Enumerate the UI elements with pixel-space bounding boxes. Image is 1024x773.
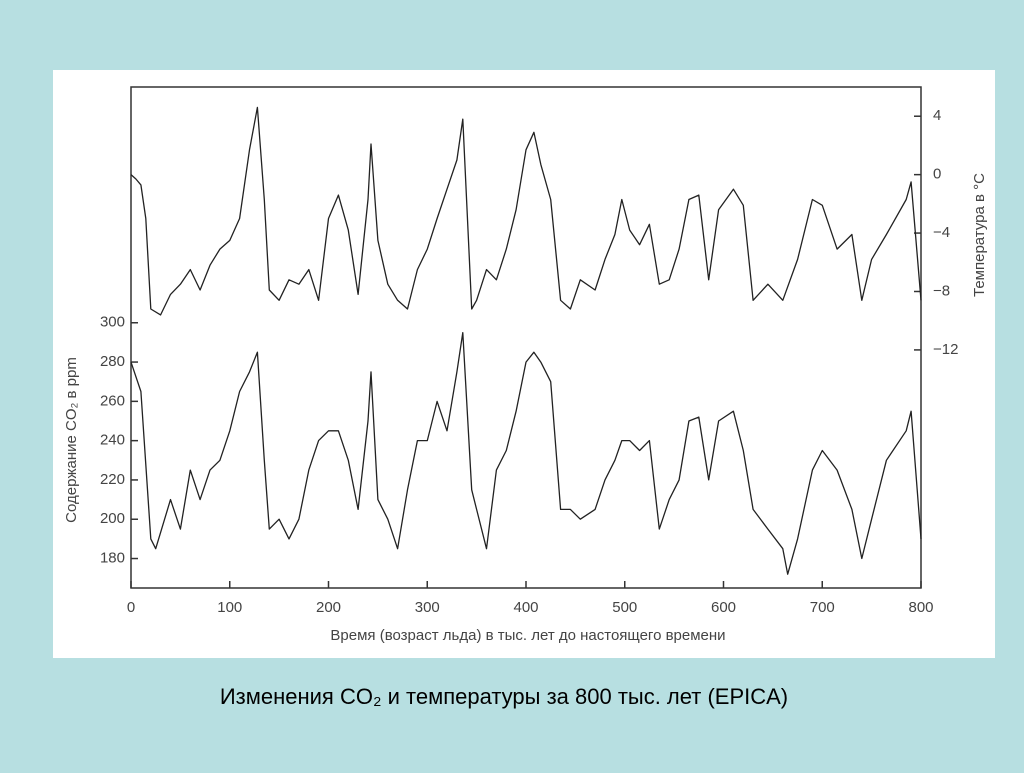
x-tick-label: 800 bbox=[908, 599, 933, 616]
x-tick-label: 500 bbox=[612, 599, 637, 616]
panel bbox=[53, 70, 995, 658]
y-tick-label: 300 bbox=[100, 314, 125, 331]
data-line bbox=[130, 106, 922, 316]
x-tick-label: 700 bbox=[810, 599, 835, 616]
y2-tick-label: −4 bbox=[933, 224, 950, 241]
data-line bbox=[130, 331, 922, 575]
y-tick-label: 280 bbox=[100, 353, 125, 370]
x-tick-label: 300 bbox=[415, 599, 440, 616]
y2-axis-label: Температура в °C bbox=[971, 173, 988, 297]
y-tick-label: 220 bbox=[100, 471, 125, 488]
y2-tick-label: −12 bbox=[933, 341, 958, 358]
caption: Изменения CO₂ и температуры за 800 тыс. … bbox=[220, 684, 788, 709]
y-tick-label: 200 bbox=[100, 510, 125, 527]
x-axis-label: Время (возраст льда) в тыс. лет до насто… bbox=[330, 627, 725, 644]
y-tick-label: 240 bbox=[100, 432, 125, 449]
x-tick-label: 200 bbox=[316, 599, 341, 616]
y2-tick-label: 4 bbox=[933, 107, 941, 124]
y-tick-label: 260 bbox=[100, 392, 125, 409]
y-axis-label: Содержание CO₂ в ppm bbox=[63, 357, 80, 523]
y-tick-label: 180 bbox=[100, 549, 125, 566]
x-tick-label: 0 bbox=[127, 599, 135, 616]
x-tick-label: 100 bbox=[217, 599, 242, 616]
x-tick-label: 600 bbox=[711, 599, 736, 616]
y2-tick-label: −8 bbox=[933, 282, 950, 299]
x-tick-label: 400 bbox=[513, 599, 538, 616]
y2-tick-label: 0 bbox=[933, 166, 941, 183]
